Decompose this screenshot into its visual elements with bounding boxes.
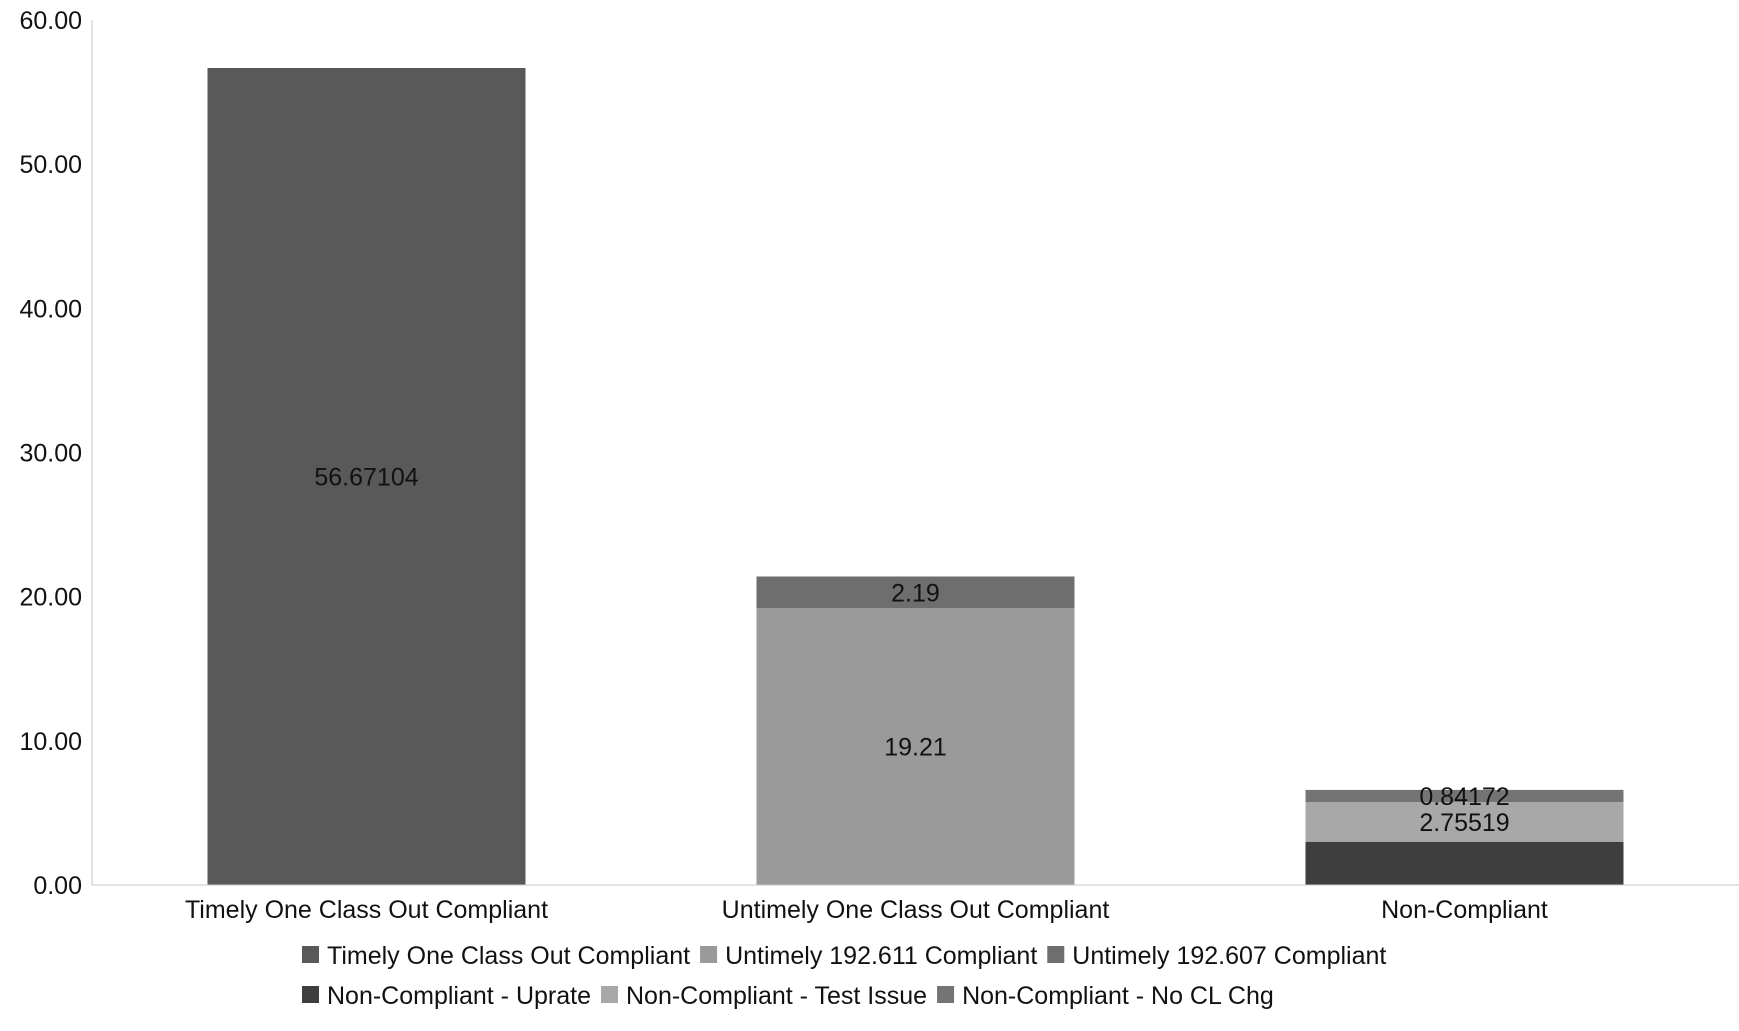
data-label: 56.67104 <box>314 463 418 491</box>
y-axis: 0.00 10.00 20.00 30.00 40.00 50.00 60.00 <box>19 7 93 900</box>
legend-item: Untimely 192.611 Compliant <box>700 942 1037 970</box>
legend: Timely One Class Out Compliant Untimely 1… <box>302 942 1386 1010</box>
y-tick-label: 0.00 <box>33 872 82 900</box>
bar-segment <box>756 608 1075 885</box>
legend-item: Non-Compliant - Uprate <box>302 982 591 1010</box>
legend-item: Timely One Class Out Compliant <box>302 942 690 970</box>
legend-label: Non-Compliant - Test Issue <box>626 982 927 1010</box>
bars <box>207 67 1624 886</box>
x-axis: Timely One Class Out Compliant Untimely O… <box>92 884 1739 924</box>
legend-swatch <box>601 986 618 1003</box>
y-tick-label: 20.00 <box>19 584 82 612</box>
data-label: 0.84172 <box>1419 783 1509 811</box>
legend-swatch <box>302 986 319 1003</box>
legend-item: Non-Compliant - Test Issue <box>601 982 927 1010</box>
legend-swatch <box>700 946 718 963</box>
bar-segment <box>1305 789 1624 803</box>
data-label: 2.75519 <box>1419 809 1509 837</box>
legend-swatch <box>302 946 319 963</box>
legend-label: Timely One Class Out Compliant <box>327 942 690 970</box>
legend-swatch <box>1047 946 1065 963</box>
legend-item: Non-Compliant - No CL Chg <box>937 982 1274 1010</box>
legend-label: Untimely 192.607 Compliant <box>1072 942 1386 970</box>
legend-label: Non-Compliant - No CL Chg <box>962 982 1274 1010</box>
bar-segment <box>756 576 1075 609</box>
y-tick-label: 40.00 <box>19 295 82 323</box>
legend-label: Untimely 192.611 Compliant <box>725 942 1037 970</box>
legend-item: Untimely 192.607 Compliant <box>1047 942 1386 970</box>
bar-segment <box>1305 841 1624 885</box>
x-tick-label: Untimely One Class Out Compliant <box>722 896 1110 924</box>
x-tick-label: Timely One Class Out Compliant <box>185 896 548 924</box>
x-tick-label: Non-Compliant <box>1381 896 1548 924</box>
y-tick-label: 10.00 <box>19 728 82 756</box>
legend-label: Non-Compliant - Uprate <box>327 982 591 1010</box>
data-label: 19.21 <box>884 734 947 762</box>
legend-swatch <box>937 986 955 1003</box>
bar-segment <box>207 67 526 886</box>
bar-segment <box>1305 802 1624 842</box>
y-tick-label: 30.00 <box>19 440 82 468</box>
y-tick-label: 60.00 <box>19 7 82 35</box>
data-label: 2.19 <box>891 579 940 607</box>
y-tick-label: 50.00 <box>19 151 82 179</box>
